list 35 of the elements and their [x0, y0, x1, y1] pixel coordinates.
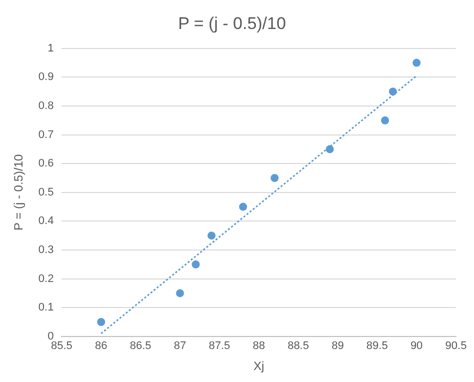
- y-tick-label: 0.4: [38, 215, 54, 228]
- x-tick-label: 90.5: [445, 340, 467, 352]
- x-tick-label: 88: [252, 340, 265, 352]
- point: [239, 202, 248, 211]
- x-tick-label: 85.5: [50, 340, 72, 352]
- x-tick-label: 87: [174, 340, 186, 352]
- y-axis-title: P = (j - 0.5)/10: [12, 154, 26, 230]
- x-tick-label: 86: [94, 340, 108, 352]
- x-tick-label: 87.5: [208, 340, 230, 352]
- y-tick-label: 0.8: [38, 100, 54, 112]
- x-tick-label: 89.5: [366, 340, 388, 352]
- y-tick-label: 0.5: [38, 186, 54, 198]
- point: [412, 58, 421, 67]
- x-tick-label: 86.5: [130, 340, 152, 352]
- point: [208, 232, 216, 240]
- point: [270, 174, 279, 182]
- chart-title: P = (j - 0.5)/10: [178, 14, 286, 33]
- point: [388, 88, 397, 96]
- y-tick-label: 1: [48, 42, 54, 54]
- x-tick-label: 90: [410, 340, 423, 352]
- point: [176, 289, 184, 298]
- y-tick-label: 0.2: [38, 272, 54, 285]
- x-tick-label: 88.5: [288, 340, 309, 352]
- y-tick-label: 0.6: [38, 158, 54, 170]
- point: [381, 116, 390, 124]
- point: [326, 145, 334, 154]
- y-tick-label: 0.7: [38, 128, 54, 141]
- y-tick-label: 0.3: [38, 244, 54, 256]
- x-tick-label: 89: [332, 340, 344, 352]
- point: [192, 260, 200, 268]
- y-tick-label: 0: [48, 330, 54, 342]
- x-axis-title: Xj: [254, 359, 264, 374]
- point: [97, 318, 106, 326]
- y-tick-label: 0.1: [38, 302, 54, 314]
- y-tick-label: 0.9: [38, 71, 54, 84]
